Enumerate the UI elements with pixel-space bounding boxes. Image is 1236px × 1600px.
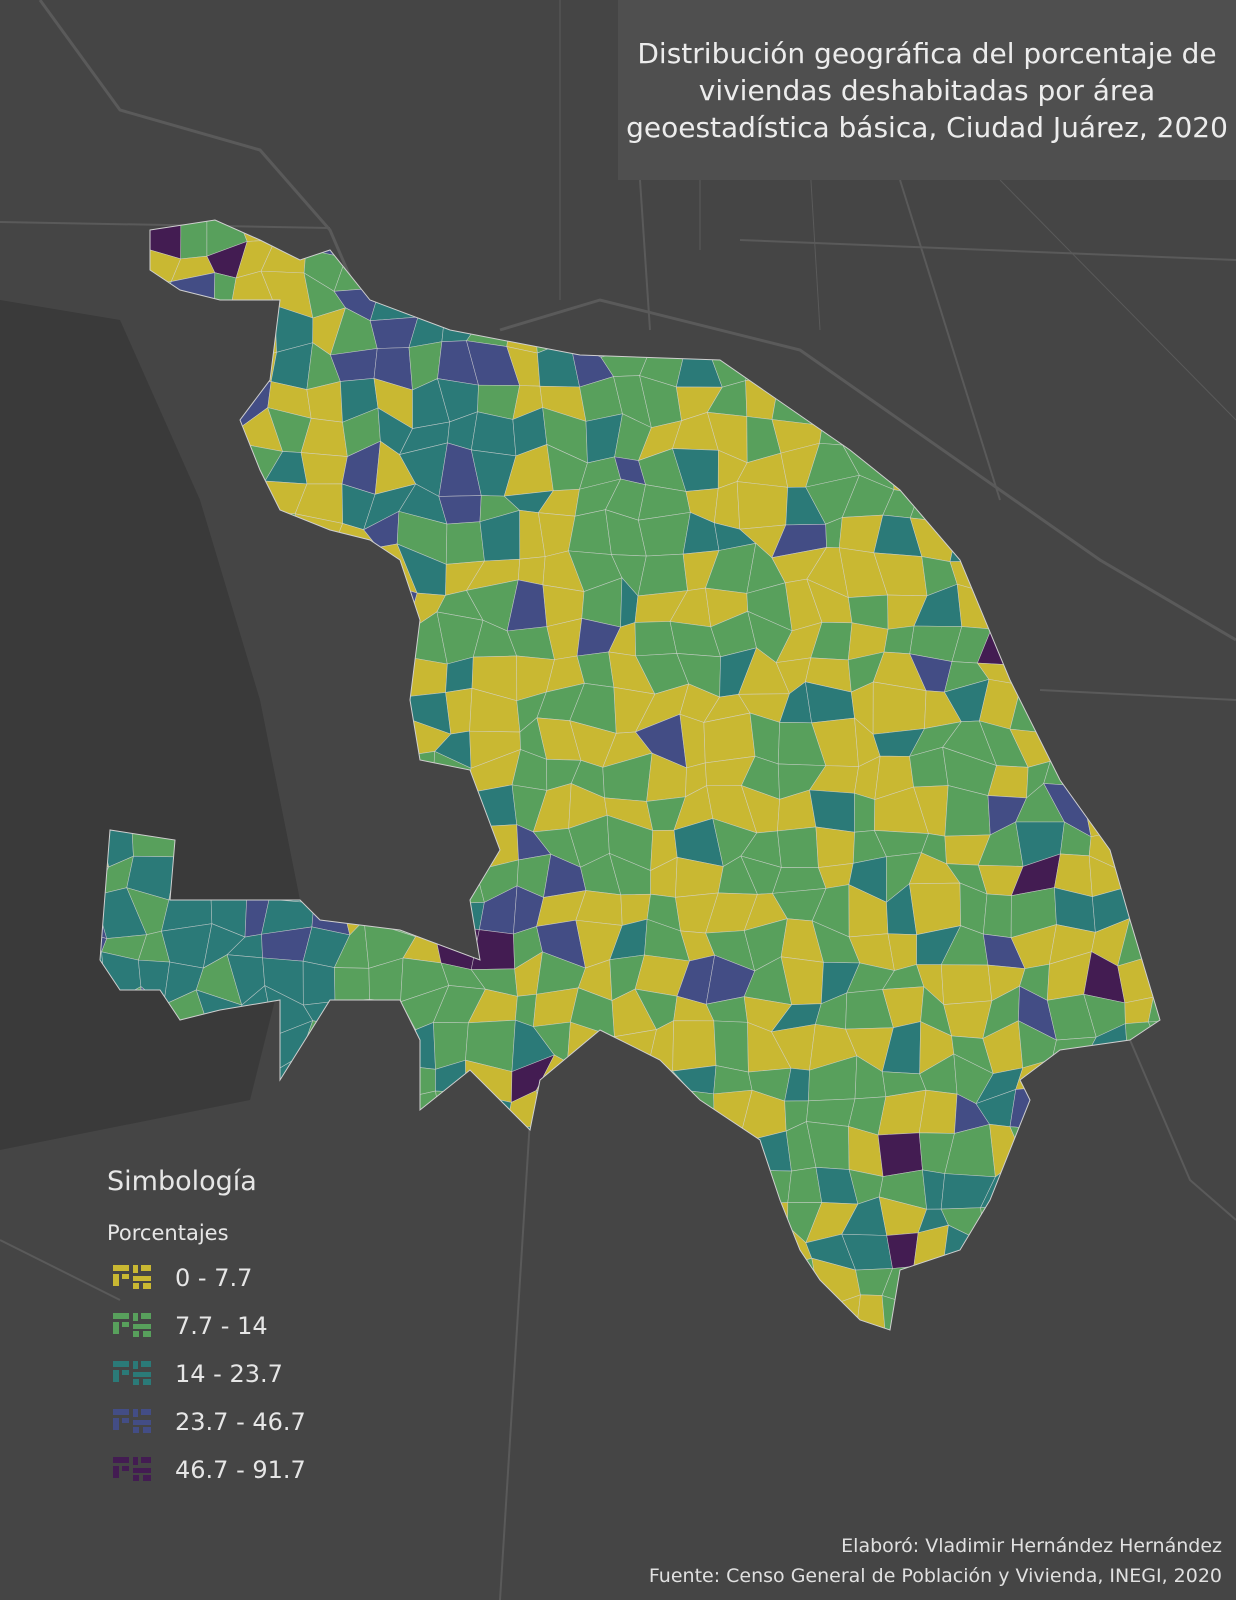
area xyxy=(918,1089,958,1134)
area xyxy=(713,1020,749,1073)
area xyxy=(983,893,1012,939)
swatch-part xyxy=(113,1322,119,1334)
swatch-part xyxy=(141,1457,151,1463)
title-line: geoestadística básica, Ciudad Juárez, 20… xyxy=(626,111,1228,144)
area xyxy=(809,789,855,833)
swatch-part xyxy=(133,1283,139,1289)
area xyxy=(886,1232,919,1269)
legend-swatch xyxy=(113,1265,151,1289)
area xyxy=(854,792,876,833)
area xyxy=(334,967,370,1002)
area xyxy=(672,1020,717,1072)
swatch-part xyxy=(133,1427,139,1433)
title-line: Distribución geográfica del porcentaje d… xyxy=(637,37,1216,70)
area xyxy=(815,826,855,868)
legend-label: 23.7 - 46.7 xyxy=(175,1408,306,1436)
title-box xyxy=(618,0,1236,180)
area xyxy=(300,452,348,485)
credit: Fuente: Censo General de Población y Viv… xyxy=(649,1565,1222,1587)
legend-swatch xyxy=(113,1457,151,1481)
swatch-part xyxy=(113,1274,119,1286)
area xyxy=(445,521,485,565)
swatch-part xyxy=(143,1283,151,1289)
title-line: viviendas deshabitadas por área xyxy=(699,74,1155,107)
swatch-part xyxy=(141,1361,151,1367)
swatch-part xyxy=(122,1274,129,1279)
swatch-part xyxy=(133,1372,151,1377)
swatch-part xyxy=(122,1466,129,1471)
swatch-part xyxy=(143,1379,151,1385)
swatch-part xyxy=(133,1420,151,1425)
swatch-part xyxy=(141,1313,151,1319)
legend-label: 46.7 - 91.7 xyxy=(175,1456,306,1484)
swatch-part xyxy=(133,1379,139,1385)
swatch-part xyxy=(113,1418,119,1430)
area xyxy=(940,964,993,1005)
legend-swatch xyxy=(113,1409,151,1433)
swatch-part xyxy=(133,1468,151,1473)
swatch-part xyxy=(133,1324,151,1329)
swatch-part xyxy=(133,1276,151,1281)
swatch-part xyxy=(113,1409,129,1415)
area xyxy=(634,621,678,657)
swatch-part xyxy=(113,1361,129,1367)
swatch-part xyxy=(113,1457,129,1463)
area xyxy=(909,882,961,936)
legend-subtitle: Porcentajes xyxy=(107,1221,229,1245)
area xyxy=(736,481,789,530)
swatch-part xyxy=(122,1322,129,1327)
swatch-part xyxy=(133,1457,138,1465)
legend-label: 7.7 - 14 xyxy=(175,1312,268,1340)
area xyxy=(714,481,741,530)
swatch-part xyxy=(133,1331,139,1337)
swatch-part xyxy=(133,1265,138,1273)
swatch-part xyxy=(143,1427,151,1433)
swatch-part xyxy=(143,1475,151,1481)
swatch-part xyxy=(122,1418,129,1423)
area xyxy=(872,681,927,735)
legend: 0 - 7.7 7.7 - 14 14 - 23.7 23.7 - 46.7 46.7 … xyxy=(113,1264,306,1484)
swatch-part xyxy=(133,1409,138,1417)
legend-swatch xyxy=(113,1313,151,1337)
legend-label: 0 - 7.7 xyxy=(175,1264,252,1292)
area xyxy=(922,1169,946,1210)
swatch-part xyxy=(133,1361,138,1369)
swatch-part xyxy=(141,1409,151,1415)
area xyxy=(302,960,336,1006)
legend-label: 14 - 23.7 xyxy=(175,1360,283,1388)
area xyxy=(638,512,691,557)
swatch-part xyxy=(113,1466,119,1478)
legend-swatch xyxy=(113,1361,151,1385)
swatch-part xyxy=(113,1370,119,1382)
area xyxy=(777,826,819,868)
swatch-part xyxy=(133,1475,139,1481)
area xyxy=(470,411,517,457)
swatch-part xyxy=(141,1265,151,1271)
swatch-part xyxy=(122,1370,129,1375)
area xyxy=(883,625,915,655)
swatch-part xyxy=(143,1331,151,1337)
area xyxy=(637,553,688,597)
area xyxy=(568,509,612,555)
swatch-part xyxy=(133,1313,138,1321)
legend-title: Simbología xyxy=(107,1166,257,1197)
swatch-part xyxy=(113,1265,129,1271)
area xyxy=(877,1132,923,1177)
swatch-part xyxy=(113,1313,129,1319)
credit: Elaboró: Vladimir Hernández Hernández xyxy=(841,1535,1222,1557)
